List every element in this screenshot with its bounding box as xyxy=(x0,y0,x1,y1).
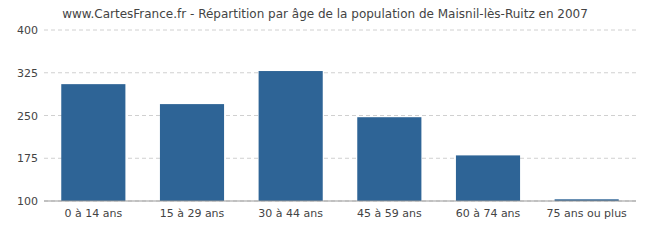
bar xyxy=(160,104,224,201)
grid-line xyxy=(44,115,636,116)
bar xyxy=(357,117,421,201)
x-tick-label: 75 ans ou plus xyxy=(546,207,627,220)
grid-line xyxy=(44,30,636,31)
y-tick-label: 100 xyxy=(17,195,38,208)
grid xyxy=(44,30,636,201)
x-axis-line xyxy=(44,201,636,202)
y-tick-label: 250 xyxy=(17,110,38,123)
grid-line xyxy=(44,72,636,73)
chart: www.CartesFrance.fr - Répartition par âg… xyxy=(0,0,650,229)
grid-line xyxy=(44,201,636,202)
y-tick-label: 400 xyxy=(17,24,38,37)
x-tick-label: 45 à 59 ans xyxy=(357,207,422,220)
title: www.CartesFrance.fr - Répartition par âg… xyxy=(62,7,588,21)
x-tick-label: 30 à 44 ans xyxy=(258,207,323,220)
bar xyxy=(259,71,323,201)
bar xyxy=(456,155,520,201)
x-tick-label: 60 à 74 ans xyxy=(456,207,521,220)
x-tick-label: 15 à 29 ans xyxy=(160,207,225,220)
x-tick-label: 0 à 14 ans xyxy=(64,207,122,220)
grid-line xyxy=(44,158,636,159)
y-tick-label: 325 xyxy=(17,67,38,80)
bars xyxy=(61,71,618,201)
y-tick-label: 175 xyxy=(17,152,38,165)
bar xyxy=(61,84,125,201)
